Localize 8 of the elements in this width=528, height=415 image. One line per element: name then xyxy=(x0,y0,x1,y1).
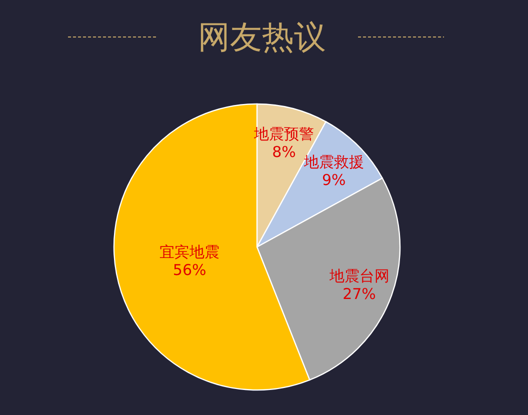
data-label: 56% xyxy=(172,260,206,279)
data-label: 27% xyxy=(342,284,376,303)
data-label: 9% xyxy=(322,171,346,190)
slice-label: 宜宾地震 xyxy=(160,242,220,261)
slice-label: 地震救援 xyxy=(302,153,364,172)
data-label: 8% xyxy=(272,142,296,161)
slice-label: 地震台网 xyxy=(328,266,390,285)
chart-title: 网友热议 xyxy=(198,18,326,56)
